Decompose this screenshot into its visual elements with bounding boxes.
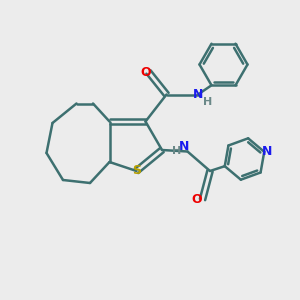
Text: O: O bbox=[192, 193, 203, 206]
Text: N: N bbox=[193, 88, 203, 101]
Text: O: O bbox=[140, 65, 151, 79]
Text: H: H bbox=[172, 146, 182, 157]
Text: N: N bbox=[261, 145, 272, 158]
Text: S: S bbox=[132, 164, 141, 178]
Text: H: H bbox=[203, 97, 212, 107]
Text: N: N bbox=[179, 140, 190, 153]
